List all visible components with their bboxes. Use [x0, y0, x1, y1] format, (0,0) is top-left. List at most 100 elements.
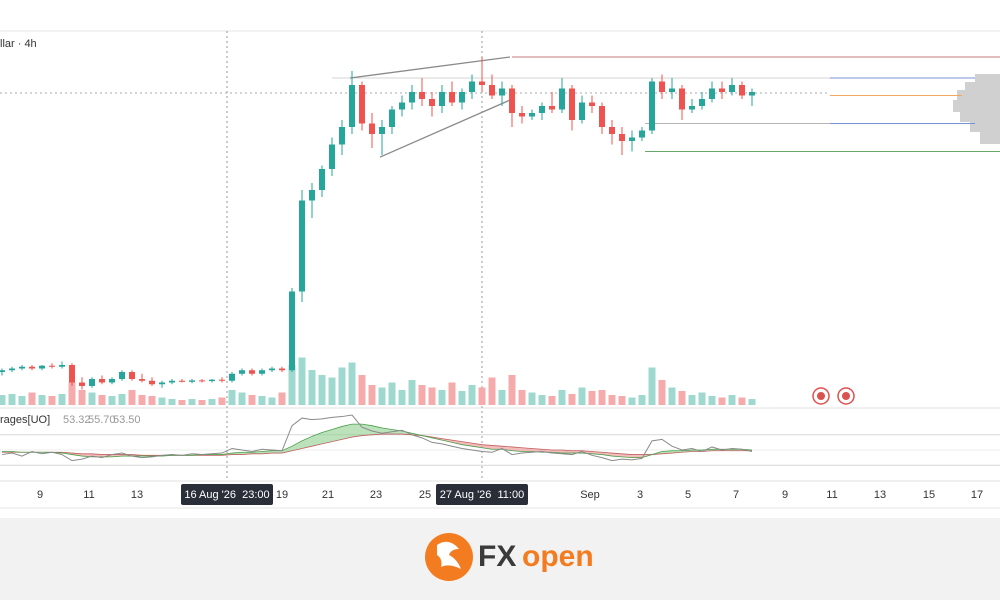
volume-bar: [688, 395, 696, 405]
volume-bar: [448, 382, 456, 405]
candle-body: [9, 368, 15, 371]
volume-bar: [718, 397, 726, 405]
volume-bar: [498, 390, 506, 405]
candle-body: [599, 106, 605, 127]
logo-icon: [425, 533, 473, 581]
volume-bar: [588, 391, 596, 405]
indicator-fill: [332, 426, 342, 442]
candle-body: [319, 169, 325, 190]
candle-body: [659, 81, 665, 92]
candle-body: [39, 365, 45, 369]
volume-bar: [668, 387, 676, 405]
candle-body: [689, 106, 695, 110]
indicator-fill: [512, 446, 522, 452]
candle-body: [359, 85, 365, 124]
volume-bar: [218, 397, 226, 405]
indicator-value: 53.32: [63, 414, 91, 426]
candle-body: [209, 379, 215, 382]
x-tick-label: 3: [637, 489, 643, 501]
volume-bar: [408, 380, 416, 405]
volume-bar: [708, 396, 716, 405]
candle-body: [449, 92, 455, 103]
indicator-fill: [342, 424, 352, 440]
x-tick-label: 17: [971, 489, 983, 501]
candle-body: [219, 379, 225, 381]
volume-bar: [0, 395, 6, 405]
volume-bar: [268, 397, 276, 405]
indicator-fill: [292, 440, 302, 451]
indicator-fill: [312, 432, 322, 447]
candle-body: [279, 368, 285, 371]
volume-bar: [598, 390, 606, 405]
candle-body: [59, 365, 65, 367]
candle-body: [709, 88, 715, 99]
volume-bar: [548, 396, 556, 405]
candle-body: [169, 380, 175, 383]
candle-body: [159, 382, 165, 385]
candle-body: [489, 85, 495, 96]
volume-bar: [508, 375, 516, 405]
volume-bar: [398, 390, 406, 405]
candle-body: [89, 379, 95, 386]
volume-bar: [648, 367, 656, 405]
indicator-fill: [322, 429, 332, 444]
volume-bar: [228, 390, 236, 405]
volume-bar: [638, 395, 646, 405]
candle-body: [379, 127, 385, 134]
candle-body: [99, 379, 105, 383]
candle-body: [649, 81, 655, 131]
candle-body: [579, 102, 585, 120]
chart-bg: [0, 0, 1000, 518]
indicator-fill: [632, 454, 642, 458]
candle-body: [719, 88, 725, 92]
chart-title: llar · 4h: [0, 38, 37, 50]
candle-body: [149, 380, 155, 385]
candle-body: [79, 382, 85, 386]
volume-bar: [238, 392, 246, 405]
x-tick-label: 11: [83, 489, 94, 501]
volume-bar: [98, 395, 106, 405]
indicator-fill: [392, 429, 402, 435]
volume-bar: [158, 397, 166, 405]
indicator-fill: [352, 424, 362, 438]
volume-bar: [128, 390, 136, 405]
volume-bar: [78, 390, 86, 405]
candle-body: [119, 372, 125, 379]
volume-bar: [428, 387, 436, 405]
x-tick-label: 9: [37, 489, 43, 501]
candle-body: [739, 85, 745, 96]
candle-body: [229, 373, 235, 381]
volume-bar: [528, 392, 536, 405]
candle-body: [419, 92, 425, 99]
candle-body: [139, 379, 145, 381]
volume-profile: [953, 74, 1000, 144]
candle-body: [429, 99, 435, 106]
event-flags: [812, 387, 855, 405]
crosshair-label-bg: [436, 484, 528, 505]
logo-text: open: [522, 540, 594, 573]
volume-bar: [568, 394, 576, 405]
volume-bar: [38, 395, 46, 405]
volume-bar: [18, 396, 26, 405]
candle-body: [589, 102, 595, 106]
candle-body: [669, 88, 675, 92]
candle-body: [439, 92, 445, 106]
volume-bar: [658, 380, 666, 405]
logo-text: FX: [478, 540, 516, 573]
indicator-fill: [302, 436, 312, 449]
indicator-name: rages[UO]: [0, 414, 50, 426]
volume-bar: [8, 394, 16, 405]
candle-body: [749, 92, 755, 96]
volume-bar: [468, 385, 476, 405]
candle-body: [339, 127, 345, 145]
volume-bar: [608, 395, 616, 405]
volume-bar: [748, 399, 756, 405]
x-tick-label: 13: [874, 489, 886, 501]
candle-body: [329, 144, 335, 169]
candle-body: [629, 137, 635, 141]
volume-bar: [478, 387, 486, 405]
volume-bar: [208, 399, 216, 405]
volume-bar: [698, 392, 706, 405]
x-tick-label: 13: [131, 489, 143, 501]
